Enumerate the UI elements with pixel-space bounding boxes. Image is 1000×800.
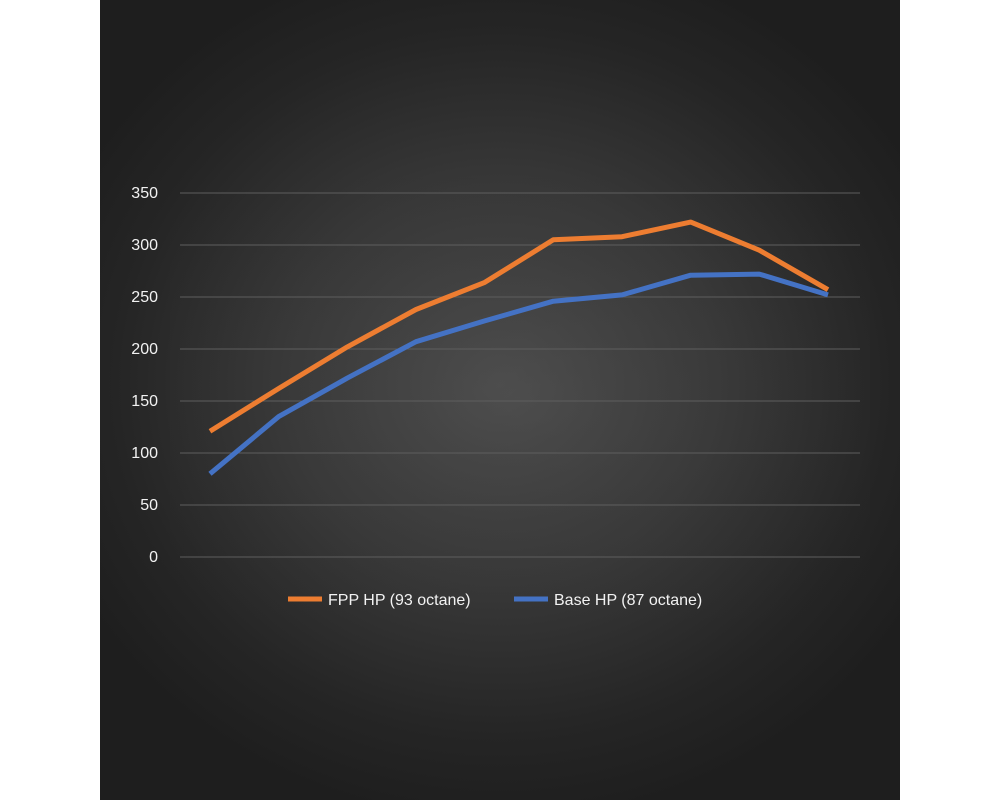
y-tick-label-200: 200 bbox=[131, 341, 158, 358]
plot-background bbox=[170, 178, 870, 618]
y-tick-label-150: 150 bbox=[131, 393, 158, 410]
chart-panel: 0 50 100 150 200 250 300 350 FPP HP (93 octane)… bbox=[100, 0, 900, 800]
y-tick-label-350: 350 bbox=[131, 185, 158, 202]
legend-label-base: Base HP (87 octane) bbox=[554, 592, 702, 609]
y-tick-label-300: 300 bbox=[131, 237, 158, 254]
y-tick-label-0: 0 bbox=[149, 549, 158, 566]
legend: FPP HP (93 octane) Base HP (87 octane) bbox=[288, 592, 702, 609]
series-lines bbox=[208, 219, 830, 476]
line-chart: 0 50 100 150 200 250 300 350 FPP HP (93 octane)… bbox=[131, 178, 870, 618]
legend-label-fpp: FPP HP (93 octane) bbox=[328, 592, 471, 609]
y-tick-label-100: 100 bbox=[131, 445, 158, 462]
y-tick-label-250: 250 bbox=[131, 289, 158, 306]
legend-entry-base: Base HP (87 octane) bbox=[514, 592, 702, 609]
y-axis-tick-labels: 0 50 100 150 200 250 300 350 bbox=[131, 185, 158, 566]
series-line-base-hp bbox=[208, 271, 829, 476]
series-line-fpp-hp bbox=[208, 219, 830, 434]
y-tick-label-50: 50 bbox=[140, 497, 158, 514]
legend-entry-fpp: FPP HP (93 octane) bbox=[288, 592, 471, 609]
gridlines bbox=[180, 192, 860, 558]
